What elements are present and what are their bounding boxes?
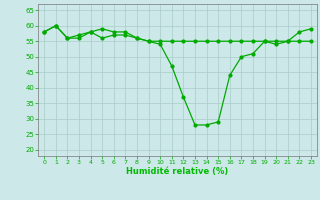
X-axis label: Humidité relative (%): Humidité relative (%) [126,167,229,176]
